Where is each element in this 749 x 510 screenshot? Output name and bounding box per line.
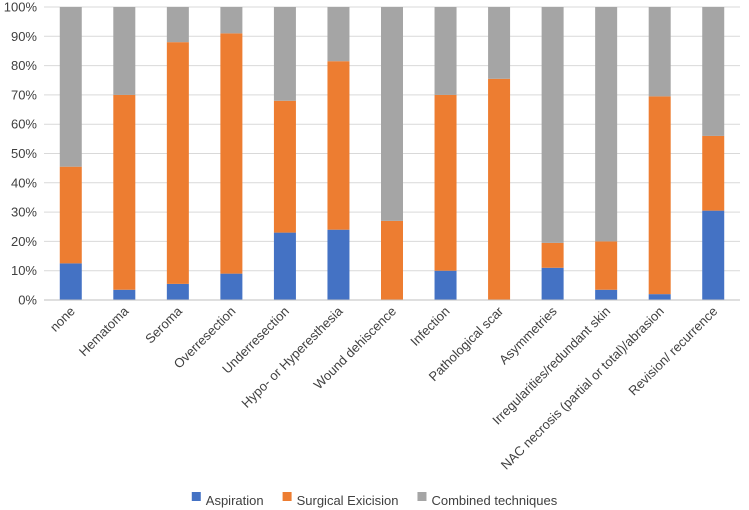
bar-segment-combined-techniques [702,7,725,136]
bar-segment-combined-techniques [166,7,189,43]
legend-swatch [191,492,201,501]
bar-segment-combined-techniques [434,7,457,95]
bar-segment-aspiration [220,273,243,300]
bar-segment-surgical-exicision [648,96,671,295]
y-tick-label: 20% [11,234,37,249]
bar-segment-combined-techniques [541,7,564,243]
legend-item: Combined techniques [417,492,558,508]
legend: Aspiration Surgical Exicision Combined tec… [191,492,558,508]
y-tick-label: 70% [11,87,37,102]
bar-segment-surgical-exicision [166,42,189,284]
bar-segment-aspiration [59,263,82,300]
bar-segment-combined-techniques [648,7,671,97]
bar-segment-combined-techniques [381,7,403,221]
bar-segment-surgical-exicision [327,61,350,230]
x-category-label: none [47,304,78,335]
bar-segment-combined-techniques [488,7,511,79]
bar-segment-aspiration [166,283,189,300]
legend-swatch [417,492,427,501]
bar-segment-surgical-exicision [702,135,725,211]
bar-segment-surgical-exicision [434,94,457,271]
legend-swatch [282,492,292,501]
x-category-label: Infection [407,304,452,349]
bar-segment-aspiration [648,294,671,300]
bar-segment-aspiration [595,289,618,300]
legend-item: Surgical Exicision [282,492,399,508]
bar-segment-combined-techniques [220,7,243,34]
legend-label: Surgical Exicision [297,493,399,508]
bar-segment-surgical-exicision [220,33,243,274]
x-category-label: Hematoma [76,303,132,359]
bar-segment-aspiration [327,229,350,300]
bar-segment-surgical-exicision [595,241,618,290]
bar-segment-surgical-exicision [381,220,403,300]
bar-segment-combined-techniques [273,7,296,101]
bar-segment-surgical-exicision [113,94,136,290]
y-tick-label: 90% [11,29,37,44]
bar-segment-combined-techniques [59,7,82,167]
bar-segment-aspiration [702,210,725,300]
bar-segment-combined-techniques [327,7,350,62]
y-tick-label: 50% [11,146,37,161]
bar-segment-surgical-exicision [541,242,564,268]
bar-segment-surgical-exicision [273,100,296,233]
bar-segment-aspiration [541,267,564,300]
bars [59,7,725,300]
legend-label: Combined techniques [431,493,557,508]
x-category-label: Revision/ recurrence [625,304,720,399]
legend-label: Aspiration [206,493,264,508]
y-tick-label: 0% [18,293,37,308]
x-category-label: Seroma [142,303,185,346]
y-tick-label: 100% [4,0,38,15]
bar-segment-combined-techniques [113,7,136,95]
bar-segment-aspiration [113,289,136,300]
legend-item: Aspiration [191,492,264,508]
y-tick-label: 30% [11,205,37,220]
y-tick-label: 80% [11,58,37,73]
y-tick-label: 40% [11,175,37,190]
y-axis-ticks: 0% 10% 20% 30% 40% 50% 60% 70% 80% 90% 100% [4,0,38,308]
bar-segment-combined-techniques [595,7,618,242]
bar-segment-aspiration [273,232,296,300]
x-category-label: Hypo- or Hyperesthesia [238,303,346,411]
bar-segment-aspiration [434,270,457,300]
bar-segment-surgical-exicision [488,78,511,300]
bar-segment-surgical-exicision [59,166,82,264]
y-tick-label: 60% [11,117,37,132]
y-tick-label: 10% [11,263,37,278]
